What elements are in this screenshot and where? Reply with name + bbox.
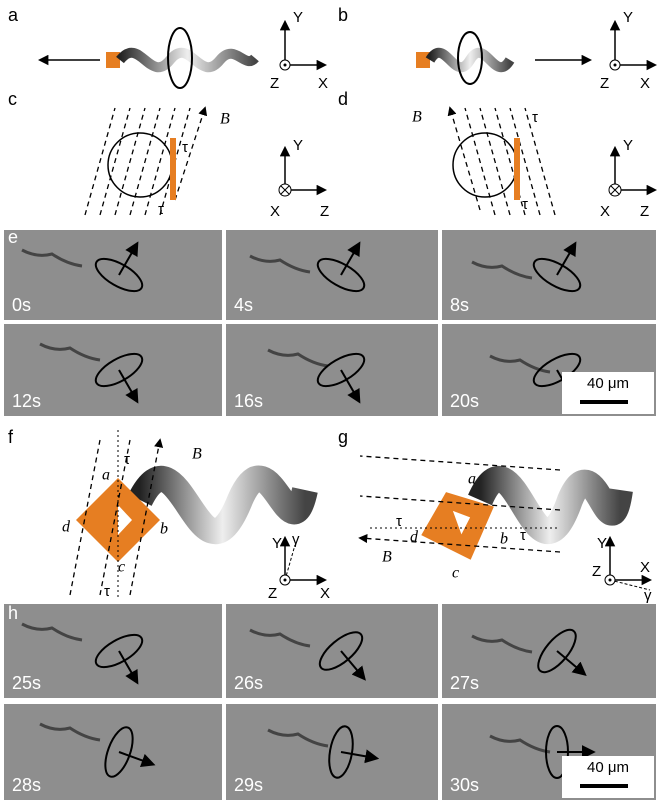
corner-label: d [62,519,71,536]
graphic [609,579,612,582]
axis-label: Y [293,9,303,26]
graphic [450,108,555,215]
panel-f: f a b c d B τ τ Y γ Z X [8,427,330,602]
axis-label: Z [268,585,277,602]
field-label: B [192,446,202,463]
panel-label: d [338,89,348,109]
timestamp: 0s [12,295,31,315]
head [453,133,517,197]
axis-label: Y [597,535,607,552]
corner-label: d [410,529,419,546]
axis-label: Z [592,563,601,580]
field-label: B [382,549,392,566]
axis-label: Z [320,203,329,220]
corner-label: b [500,531,508,548]
helix [120,53,255,67]
field-lines [450,108,555,215]
axis-label: Y [293,137,303,154]
timestamp: 28s [12,775,41,795]
scale-bar-label: 40 μm [587,375,629,392]
timestamp: 20s [450,391,479,411]
angle-label: γ [644,587,652,604]
angle-label: γ [292,531,300,548]
figure: a Y Z X b Y Z X c B τ τ Y X Z d B τ τ Y … [0,0,660,802]
torque-label: τ [104,583,110,600]
axis-label: Y [272,535,282,552]
timestamp: 26s [234,673,263,693]
field-lines [85,108,205,215]
torque-label: τ [182,139,188,156]
video-frame [4,230,222,320]
helix [480,479,620,531]
timestamp: 27s [450,673,479,693]
axis-label: X [640,559,650,576]
graphic [614,64,617,67]
panel-label: h [8,603,18,623]
panel-d: d B τ τ Y X Z [338,89,655,220]
corner-label: c [118,559,125,576]
video-frame [442,230,656,320]
axis-label: X [318,75,328,92]
magnet [170,138,176,200]
panel-label: b [338,5,348,25]
axis-label: X [640,75,650,92]
helix [430,53,510,67]
corner-label: b [160,521,168,538]
graphic [85,108,205,215]
torque-label: τ [522,196,528,213]
panel-a: a Y Z X [8,5,328,92]
panel-label: f [8,427,14,447]
panel-label: c [8,89,17,109]
head [106,52,120,68]
panel-b: b Y Z X [338,5,655,92]
timestamp: 25s [12,673,41,693]
corner-label: a [102,467,110,484]
video-frame [226,230,438,320]
timestamp: 12s [12,391,41,411]
axis-label: Z [600,75,609,92]
magnet [514,138,520,200]
panel-label: a [8,5,19,25]
torque-label: τ [158,201,164,218]
torque-label: τ [396,513,402,530]
panel-label: e [8,227,18,247]
axis-label: Z [270,75,279,92]
axis-label: Y [623,137,633,154]
torque-label: τ [520,527,526,544]
axis-label: Y [623,9,633,26]
axis-label: X [320,585,330,602]
panel-g: g a b c d B τ τ Y Z X γ [338,427,652,604]
field-label: B [220,111,230,128]
corner-label: a [468,471,476,488]
timestamp: 4s [234,295,253,315]
torque-label: τ [124,451,130,468]
axis-label: X [270,203,280,220]
frame-grid: 25s 26s 27s 28s 29s 30s 40 μm [4,604,656,800]
timestamp: 30s [450,775,479,795]
field-label: B [412,109,422,126]
panel-c: c B τ τ Y X Z [8,89,329,220]
timestamp: 16s [234,391,263,411]
timestamp: 8s [450,295,469,315]
timestamp: 29s [234,775,263,795]
head [108,133,172,197]
scale-bar-label: 40 μm [587,759,629,776]
axis-label: X [600,203,610,220]
corner-label: c [452,565,459,582]
panel-label: g [338,427,348,447]
axis-label: Z [640,203,649,220]
graphic [284,579,287,582]
torque-label: τ [532,109,538,126]
frame-grid: 0s 4s 8s 12s 16s 20s 40 μm [4,230,656,416]
graphic [284,64,287,67]
